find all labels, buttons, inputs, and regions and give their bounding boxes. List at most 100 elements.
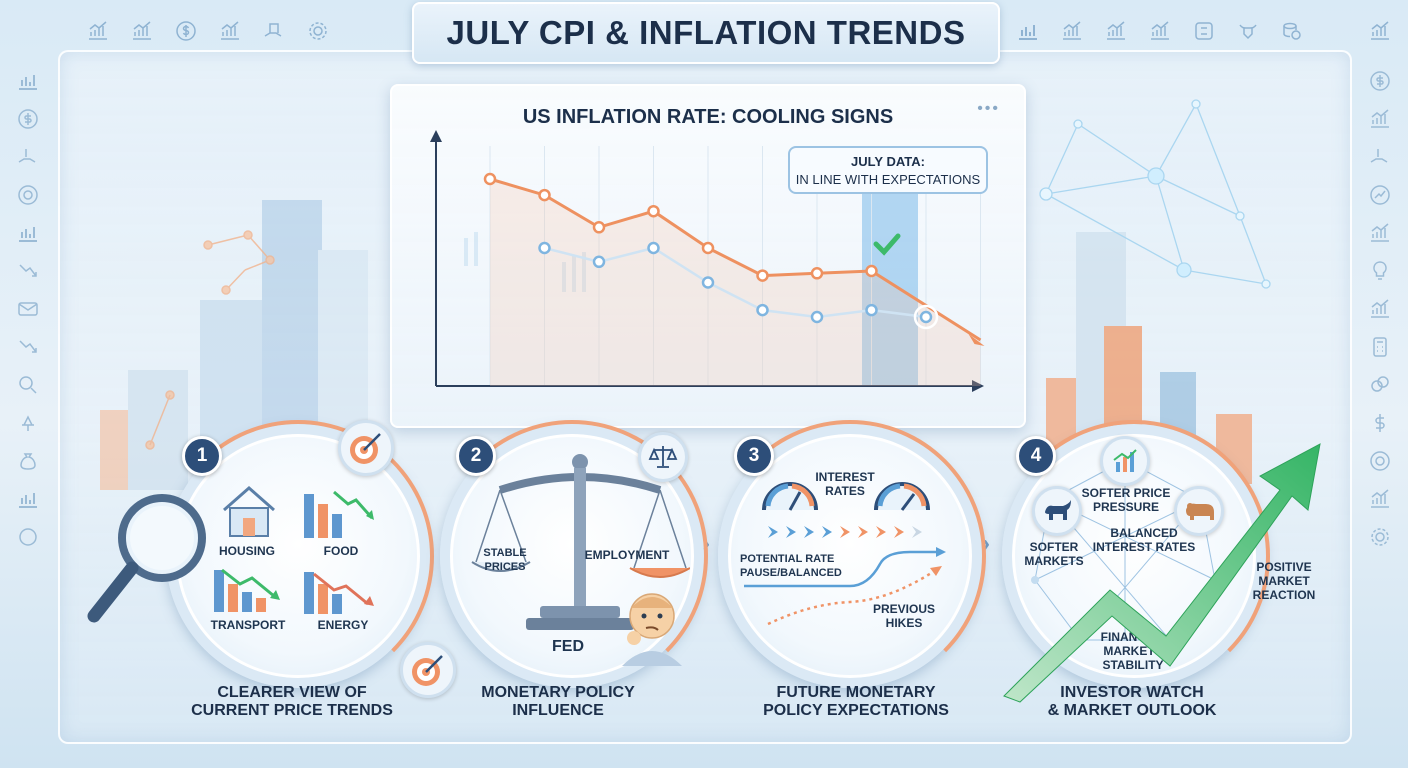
rate-pause-line2: PAUSE/BALANCED <box>740 567 842 579</box>
target-arrow-icon <box>350 433 381 464</box>
thinking-person-icon <box>622 593 682 666</box>
softer-markets-label: SOFTER MARKETS <box>1022 540 1086 568</box>
dollar-coin-icon <box>6 100 50 138</box>
bar-trend-icon <box>120 12 164 50</box>
money-exchange-icon <box>1182 12 1226 50</box>
step-2-caption-line2: INFLUENCE <box>512 702 604 719</box>
bar-trend-icon <box>1138 12 1182 50</box>
rate-pause-line1: POTENTIAL RATE <box>740 553 835 565</box>
fed-label: FED <box>552 638 584 655</box>
gauge-icon-right <box>874 482 930 511</box>
target-icon <box>1358 442 1402 480</box>
softer-price-line2: PRESSURE <box>1092 500 1160 514</box>
data-point <box>538 188 551 202</box>
rate-pause-label: POTENTIAL RATE PAUSE/BALANCED <box>740 552 856 580</box>
left-icon-column <box>6 62 50 556</box>
step-2-caption: MONETARY POLICY INFLUENCE <box>438 684 678 720</box>
callout-title: JULY DATA: <box>851 154 925 169</box>
data-point <box>592 255 606 269</box>
july-point-highlight <box>913 304 939 330</box>
previous-hikes-label: PREVIOUS HIKES <box>868 602 940 630</box>
top-icon-row-left <box>76 12 340 50</box>
target-badge-top <box>338 420 394 476</box>
data-point <box>647 241 660 255</box>
bar-chart-icon <box>6 214 50 252</box>
step-4-caption-line2: & MARKET OUTLOOK <box>1047 702 1217 719</box>
step-2-number: 2 <box>456 436 496 476</box>
data-point <box>701 276 715 289</box>
house-icon <box>223 486 275 537</box>
rate-path-lines <box>744 547 946 626</box>
step-1-number: 1 <box>182 436 222 476</box>
step-3-number: 3 <box>734 436 774 476</box>
bull-icon <box>1226 12 1270 50</box>
balanced-rates-line1: BALANCED <box>1110 526 1178 540</box>
softer-price-label: SOFTER PRICE PRESSURE <box>1080 486 1172 514</box>
positive-reaction-line3: REACTION <box>1252 588 1316 602</box>
bar-trend-icon <box>1358 214 1402 252</box>
background-bar <box>474 232 478 266</box>
growth-chart-icon <box>1113 449 1137 472</box>
ellipsis-icon: ••• <box>977 100 1000 117</box>
bar-trend-icon <box>1358 480 1402 518</box>
background-bar <box>582 252 586 292</box>
data-point <box>810 310 824 324</box>
gear-icon <box>296 12 340 50</box>
envelope-icon <box>6 290 50 328</box>
food-chart-icon <box>304 490 374 538</box>
bar-trend-icon <box>1358 12 1402 50</box>
trend-down-icon <box>6 328 50 366</box>
interest-rates-line2: RATES <box>825 484 865 498</box>
stable-prices-label: STABLE PRICES <box>474 546 536 574</box>
calculator-icon <box>1358 328 1402 366</box>
bull-badge <box>1032 486 1082 536</box>
magnifier-icon <box>87 494 206 623</box>
positive-reaction-line1: POSITIVE <box>1256 560 1312 574</box>
lightbulb-icon <box>1358 252 1402 290</box>
data-point <box>865 303 878 317</box>
bear-icon <box>1186 503 1214 520</box>
stable-prices-line1: STABLE <box>483 547 527 559</box>
background-bar <box>562 262 566 292</box>
background-bar <box>572 256 576 292</box>
transport-chart-icon <box>214 568 280 612</box>
hand-money-icon <box>6 138 50 176</box>
step-2-caption-line1: MONETARY POLICY <box>481 684 635 701</box>
data-point <box>483 172 497 186</box>
step-1-caption-line1: CLEARER VIEW OF <box>217 684 367 701</box>
growth-arrow-icon <box>1003 443 1321 703</box>
hand-money-icon <box>252 12 296 50</box>
gauge-icon-left <box>762 482 818 511</box>
housing-label: HOUSING <box>218 544 275 558</box>
series-line-2 <box>544 246 927 319</box>
search-icon <box>6 366 50 404</box>
chart-title: US INFLATION RATE: COOLING SIGNS <box>522 106 894 128</box>
target-badge-bottom <box>400 642 456 698</box>
food-label: FOOD <box>323 544 359 558</box>
money-bag-icon <box>6 442 50 480</box>
trend-down-icon <box>6 252 50 290</box>
target-arrow-icon <box>412 655 443 686</box>
coins-icon <box>1270 12 1314 50</box>
softer-markets-line1: SOFTER <box>1029 540 1079 554</box>
scales-badge <box>638 432 688 482</box>
bar-chart-icon <box>6 62 50 100</box>
bear-badge <box>1174 486 1224 536</box>
inflation-line-chart <box>430 130 985 392</box>
bar-trend-icon <box>1094 12 1138 50</box>
background-bar <box>464 238 468 266</box>
interest-rates-label: INTEREST RATES <box>812 470 878 498</box>
stable-prices-line2: PRICES <box>484 561 526 573</box>
softer-markets-line2: MARKETS <box>1024 554 1084 568</box>
scales-icon <box>648 446 678 468</box>
balanced-rates-line2: INTEREST RATES <box>1092 540 1196 554</box>
step-4-number: 4 <box>1016 436 1056 476</box>
bar-trend-icon <box>76 12 120 50</box>
data-point <box>865 264 878 278</box>
data-point <box>592 221 606 234</box>
chevron-row-icon <box>768 526 922 538</box>
bar-trend-icon <box>1358 100 1402 138</box>
data-point <box>538 241 551 255</box>
softer-price-line1: SOFTER PRICE <box>1081 486 1171 500</box>
data-point <box>919 310 933 324</box>
